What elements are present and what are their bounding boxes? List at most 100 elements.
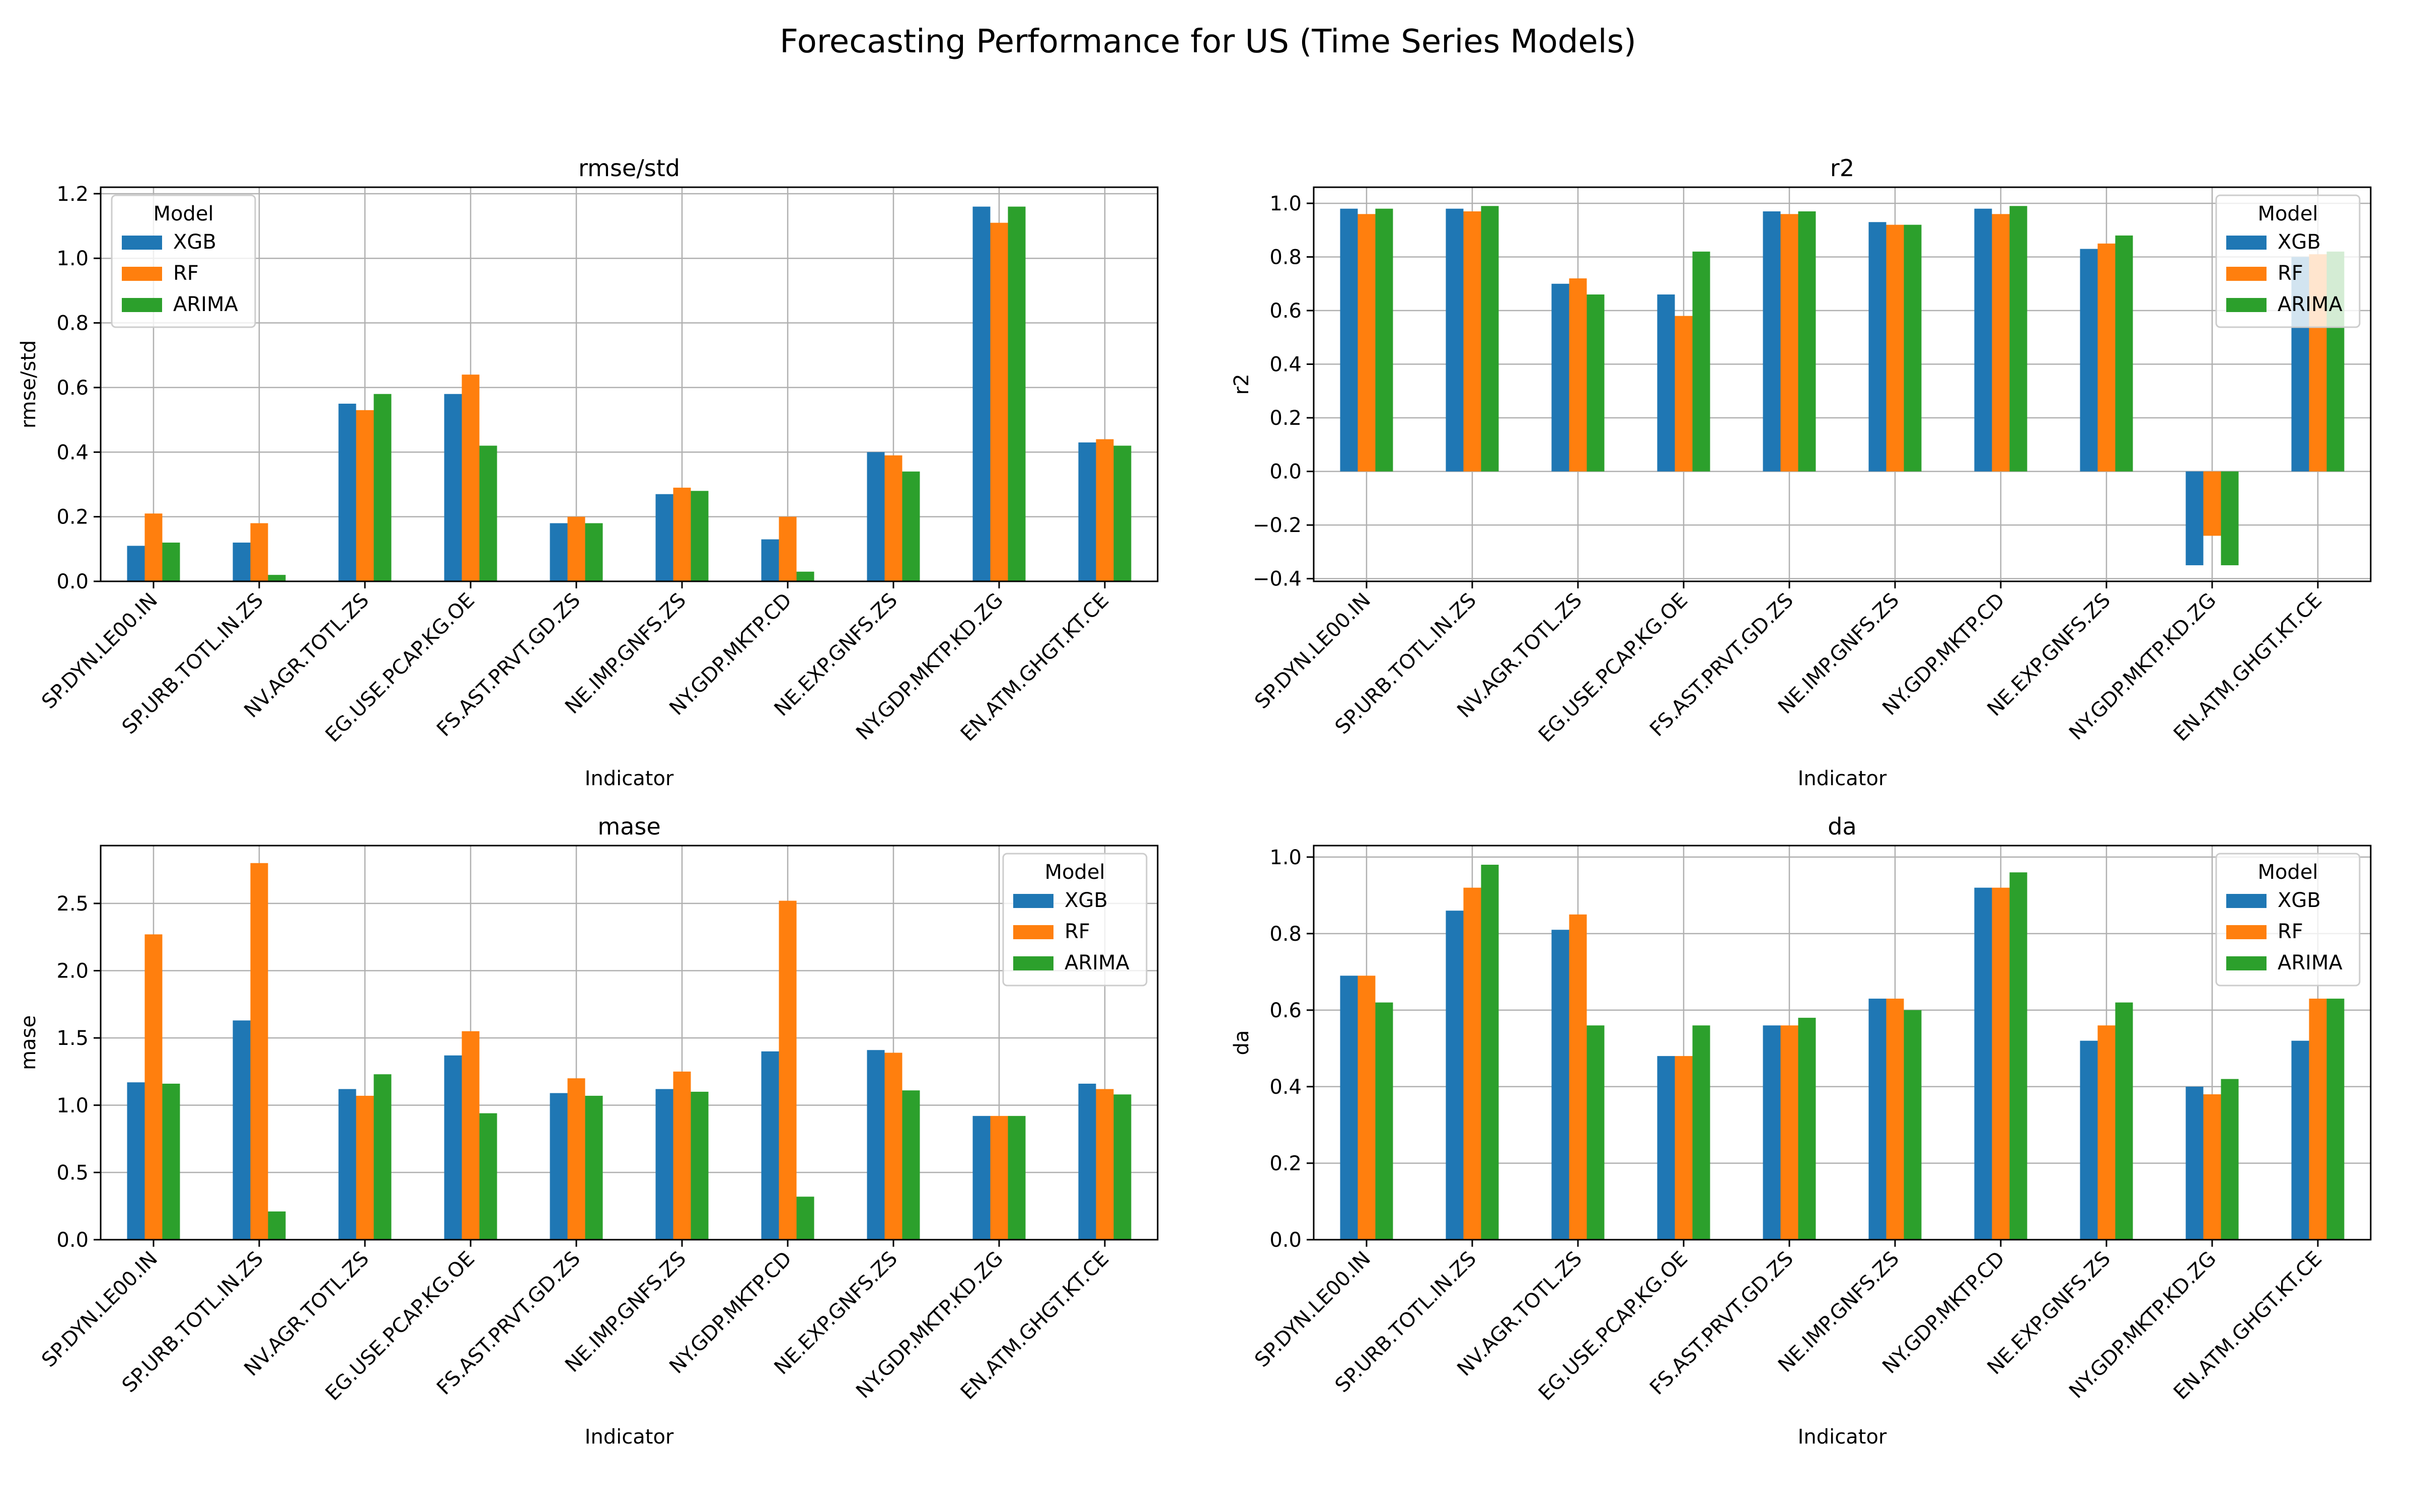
legend-label-xgb: XGB [2278,889,2321,912]
bar-arima-ny-gdp-mktp-cd [796,1196,814,1240]
bar-xgb-sp-dyn-le00-in [1340,208,1358,472]
bar-rf-fs-ast-prvt-gd-zs [567,516,585,581]
legend-title: Model [2257,202,2318,225]
legend-swatch-rf [122,267,162,281]
x-axis-label: Indicator [1798,767,1887,790]
bar-xgb-ny-gdp-mktp-kd-zg [972,1116,991,1240]
legend-label-arima: ARIMA [1065,951,1129,974]
bar-xgb-ny-gdp-mktp-kd-zg [2185,1086,2204,1240]
bar-arima-nv-agr-totl-zs [1587,1025,1605,1240]
bar-arima-sp-urb-totl-in-zs [268,575,286,581]
bar-xgb-sp-dyn-le00-in [127,546,145,581]
bar-arima-ne-exp-gnfs-zs [2115,235,2133,472]
bar-rf-nv-agr-totl-zs [1569,278,1587,472]
bar-xgb-nv-agr-totl-zs [1551,930,1569,1240]
legend-label-rf: RF [2278,262,2303,285]
bar-rf-ny-gdp-mktp-kd-zg [2203,1094,2221,1240]
y-tick-label: 0.8 [1269,923,1302,946]
legend-label-arima: ARIMA [2278,293,2343,316]
y-tick-label: 0.2 [1269,407,1302,430]
bar-xgb-ny-gdp-mktp-cd [761,539,779,581]
legend-title: Model [2257,861,2318,884]
y-tick-label: −0.2 [1253,514,1302,537]
bar-rf-ne-exp-gnfs-zs [2097,243,2116,472]
bar-arima-ne-exp-gnfs-zs [902,1090,920,1240]
bar-arima-eg-use-pcap-kg-oe [1692,1025,1710,1240]
y-tick-label: 1.2 [56,183,89,206]
bar-xgb-eg-use-pcap-kg-oe [444,1055,462,1240]
bar-rf-eg-use-pcap-kg-oe [1675,1056,1693,1240]
x-tick-label: SP.DYN.LE00.IN [37,1247,162,1372]
bar-arima-en-atm-ghgt-kt-ce [2326,999,2345,1240]
legend-label-xgb: XGB [173,231,216,254]
bar-rf-ny-gdp-mktp-cd [779,900,797,1240]
legend-box [1002,853,1148,987]
subplot-r2: −0.4 −0.2 0.0 0.2 0.4 0.6 0.8 1.0 SP.DYN.LE00.IN… [1230,155,2372,790]
subplot-title: rmse/std [578,155,680,182]
y-tick-label: 0.5 [56,1161,89,1184]
legend-label-arima: ARIMA [2278,951,2343,974]
legend-label-rf: RF [1065,920,1090,943]
x-axis-label: Indicator [585,1425,674,1449]
bar-arima-nv-agr-totl-zs [373,394,392,581]
bar-arima-ny-gdp-mktp-kd-zg [1008,1116,1026,1240]
y-tick-label: 0.0 [56,570,89,593]
bar-rf-ne-exp-gnfs-zs [884,1052,902,1240]
bar-arima-ny-gdp-mktp-cd [2009,206,2027,472]
bar-xgb-ny-gdp-mktp-kd-zg [972,206,991,582]
y-tick-label: 0.8 [56,312,89,335]
bar-xgb-eg-use-pcap-kg-oe [444,394,462,581]
y-tick-label: 0.4 [1269,1076,1302,1099]
bar-rf-nv-agr-totl-zs [356,410,374,581]
bar-xgb-nv-agr-totl-zs [338,1089,356,1240]
bar-rf-sp-dyn-le00-in [1357,214,1376,472]
bar-xgb-ne-exp-gnfs-zs [2080,1040,2098,1240]
legend-swatch-rf [2226,925,2267,939]
bar-arima-ny-gdp-mktp-kd-zg [1008,206,1026,582]
bar-arima-sp-dyn-le00-in [1375,1002,1393,1240]
bar-arima-ne-imp-gnfs-zs [1904,1010,1922,1240]
y-tick-label: 2.5 [56,892,89,916]
bar-rf-eg-use-pcap-kg-oe [462,1031,480,1240]
x-tick-label: SP.DYN.LE00.IN [37,589,162,714]
bar-rf-ne-exp-gnfs-zs [884,455,902,581]
bar-rf-fs-ast-prvt-gd-zs [1780,214,1798,472]
bar-arima-eg-use-pcap-kg-oe [479,1113,497,1240]
legend: Model XGB RF ARIMA [111,194,256,328]
legend-swatch-arima [2226,298,2267,312]
bar-rf-ne-imp-gnfs-zs [673,487,691,581]
bar-arima-sp-dyn-le00-in [162,542,180,581]
bar-xgb-sp-urb-totl-in-zs [233,542,251,581]
y-tick-label: 1.0 [1269,846,1302,869]
y-axis-label: rmse/std [17,340,40,429]
bar-arima-ne-exp-gnfs-zs [2115,1002,2133,1240]
bar-xgb-fs-ast-prvt-gd-zs [550,1093,568,1240]
bar-arima-nv-agr-totl-zs [1587,294,1605,472]
legend-title: Model [1044,861,1105,884]
bar-xgb-ne-imp-gnfs-zs [655,1089,673,1240]
legend-box [2215,194,2361,328]
bar-rf-ny-gdp-mktp-cd [1992,887,2010,1240]
bar-xgb-en-atm-ghgt-kt-ce [2291,1040,2309,1240]
legend-label-rf: RF [173,262,199,285]
bar-xgb-fs-ast-prvt-gd-zs [1763,1025,1781,1240]
bar-rf-en-atm-ghgt-kt-ce [1096,439,1114,581]
bar-arima-ne-imp-gnfs-zs [691,491,709,581]
y-axis-label: da [1230,1030,1253,1055]
axes-frame [1313,845,2372,1241]
bar-rf-sp-urb-totl-in-zs [1463,887,1481,1240]
bar-rf-eg-use-pcap-kg-oe [1675,316,1693,472]
bar-arima-ne-imp-gnfs-zs [1904,224,1922,472]
bar-arima-nv-agr-totl-zs [373,1074,392,1240]
y-tick-label: 2.0 [56,960,89,983]
bar-arima-eg-use-pcap-kg-oe [1692,251,1710,472]
y-tick-label: 0.2 [1269,1152,1302,1175]
bar-xgb-ne-imp-gnfs-zs [1868,999,1886,1240]
bar-arima-en-atm-ghgt-kt-ce [1113,1094,1131,1240]
bar-xgb-ne-imp-gnfs-zs [1868,222,1886,472]
bar-rf-sp-urb-totl-in-zs [250,523,268,581]
bar-arima-fs-ast-prvt-gd-zs [585,523,603,581]
bar-rf-fs-ast-prvt-gd-zs [567,1078,585,1240]
